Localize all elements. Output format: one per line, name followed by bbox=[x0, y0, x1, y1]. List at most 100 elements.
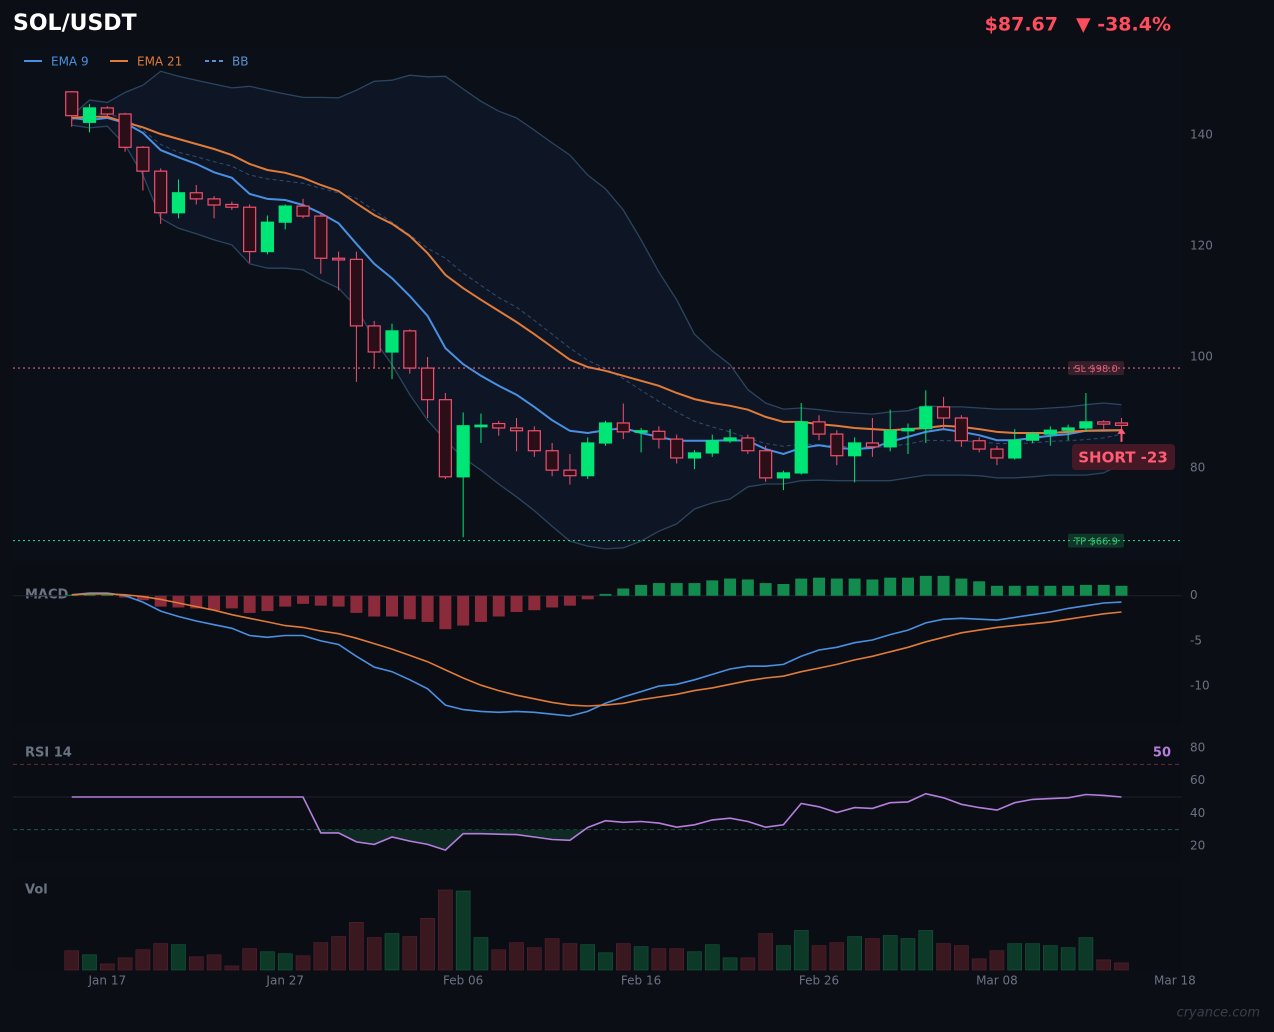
volume-bar bbox=[900, 938, 916, 971]
bb-middle bbox=[71, 113, 1122, 448]
macd-histogram-bar bbox=[1079, 584, 1092, 596]
macd-histogram-bar bbox=[350, 595, 363, 613]
volume-bar bbox=[651, 948, 667, 971]
volume-bar bbox=[455, 890, 471, 971]
macd-histogram-bar bbox=[225, 595, 238, 609]
macd-line bbox=[71, 593, 1122, 707]
x-tick-label: Feb 26 bbox=[799, 974, 839, 988]
candle-body bbox=[456, 425, 470, 478]
candle-body bbox=[260, 221, 275, 253]
candle-body bbox=[1061, 427, 1075, 431]
candle-body bbox=[1043, 429, 1057, 435]
volume-bar bbox=[509, 942, 524, 971]
y-tick-label: -5 bbox=[1190, 633, 1202, 647]
macd-histogram-bar bbox=[243, 595, 256, 613]
macd-histogram-bar bbox=[101, 594, 114, 596]
volume-bar bbox=[402, 936, 418, 971]
volume-bar bbox=[527, 947, 542, 971]
macd-histogram-bar bbox=[154, 595, 167, 607]
macd-histogram-bar bbox=[439, 595, 452, 630]
volume-bar bbox=[64, 950, 80, 971]
macd-histogram-bar bbox=[724, 578, 737, 596]
volume-bar bbox=[295, 955, 311, 971]
candle-body bbox=[830, 433, 844, 457]
candle-body bbox=[243, 206, 257, 253]
macd-histogram-bar bbox=[563, 595, 576, 606]
candle-body bbox=[563, 469, 577, 477]
volume-bar bbox=[936, 943, 951, 971]
macd-histogram-bar bbox=[901, 577, 914, 596]
candle-body bbox=[776, 472, 791, 479]
macd-histogram-bar bbox=[1097, 584, 1110, 596]
candle-body bbox=[1008, 439, 1022, 459]
volume-bar bbox=[847, 936, 862, 971]
volume-bar bbox=[171, 944, 186, 971]
y-tick-label: 80 bbox=[1190, 741, 1205, 755]
candle-body bbox=[848, 442, 862, 457]
volume-bar bbox=[1025, 943, 1040, 971]
macd-histogram-bar bbox=[528, 595, 541, 611]
volume-bar bbox=[366, 937, 382, 971]
macd-histogram-bar bbox=[1062, 585, 1075, 596]
macd-histogram-bar bbox=[65, 594, 78, 596]
macd-histogram-bar bbox=[973, 581, 986, 596]
candle-body bbox=[403, 330, 417, 369]
macd-histogram-bar bbox=[617, 588, 630, 596]
candle-body bbox=[634, 430, 648, 433]
macd-histogram-bar bbox=[261, 595, 274, 612]
macd-histogram-bar bbox=[777, 583, 790, 596]
macd-histogram-bar bbox=[421, 595, 434, 622]
y-tick-label: 140 bbox=[1190, 128, 1213, 142]
candle-body bbox=[189, 192, 203, 200]
macd-histogram-bar bbox=[884, 577, 897, 596]
volume-bar bbox=[117, 957, 133, 971]
candle-body bbox=[759, 450, 773, 479]
macd-histogram-bar bbox=[848, 578, 861, 596]
candle-body bbox=[972, 440, 986, 450]
rsi-title: RSI 14 bbox=[25, 746, 72, 761]
volume-bar bbox=[669, 948, 684, 971]
volume-bar bbox=[776, 945, 791, 971]
volume-bar bbox=[242, 948, 257, 971]
volume-bar bbox=[615, 943, 631, 971]
candle-body bbox=[741, 437, 755, 452]
macd-histogram-bar bbox=[635, 584, 648, 596]
candle-body bbox=[1097, 421, 1111, 425]
macd-histogram-bar bbox=[457, 595, 470, 626]
macd-histogram-bar bbox=[670, 583, 683, 596]
rsi-last-value: 50 bbox=[1153, 746, 1171, 761]
candle-body bbox=[207, 198, 221, 206]
macd-histogram-bar bbox=[813, 577, 826, 596]
candle-body bbox=[296, 205, 310, 217]
signal-box bbox=[1072, 444, 1175, 470]
y-tick-label: 80 bbox=[1190, 460, 1205, 474]
candle-body bbox=[82, 107, 97, 123]
macd-histogram-bar bbox=[83, 594, 96, 596]
candle-body bbox=[332, 257, 346, 261]
candle-body bbox=[990, 448, 1004, 459]
volume-bar bbox=[918, 930, 934, 971]
macd-histogram-bar bbox=[546, 595, 559, 608]
y-tick-label: -10 bbox=[1190, 679, 1210, 693]
macd-histogram-bar bbox=[741, 579, 754, 596]
x-tick-label: Feb 06 bbox=[443, 974, 483, 988]
candle-body bbox=[1079, 421, 1093, 429]
y-tick-label: 40 bbox=[1190, 806, 1205, 820]
price: $87.67 bbox=[985, 14, 1058, 36]
volume-bar bbox=[722, 957, 738, 971]
volume-bar bbox=[420, 918, 435, 971]
candle-body bbox=[794, 421, 808, 474]
volume-bar bbox=[1007, 943, 1023, 971]
macd-histogram-bar bbox=[919, 575, 932, 596]
volume-bar bbox=[633, 946, 649, 971]
candle-body bbox=[1025, 433, 1040, 441]
macd-histogram-bar bbox=[706, 580, 719, 596]
macd-histogram-bar bbox=[403, 595, 416, 620]
volume-bar bbox=[580, 944, 596, 971]
candle-body bbox=[616, 422, 630, 433]
volume-bar bbox=[865, 938, 880, 971]
volume-bar bbox=[100, 963, 115, 971]
volume-bar bbox=[758, 933, 773, 971]
volume-bar bbox=[598, 952, 613, 971]
